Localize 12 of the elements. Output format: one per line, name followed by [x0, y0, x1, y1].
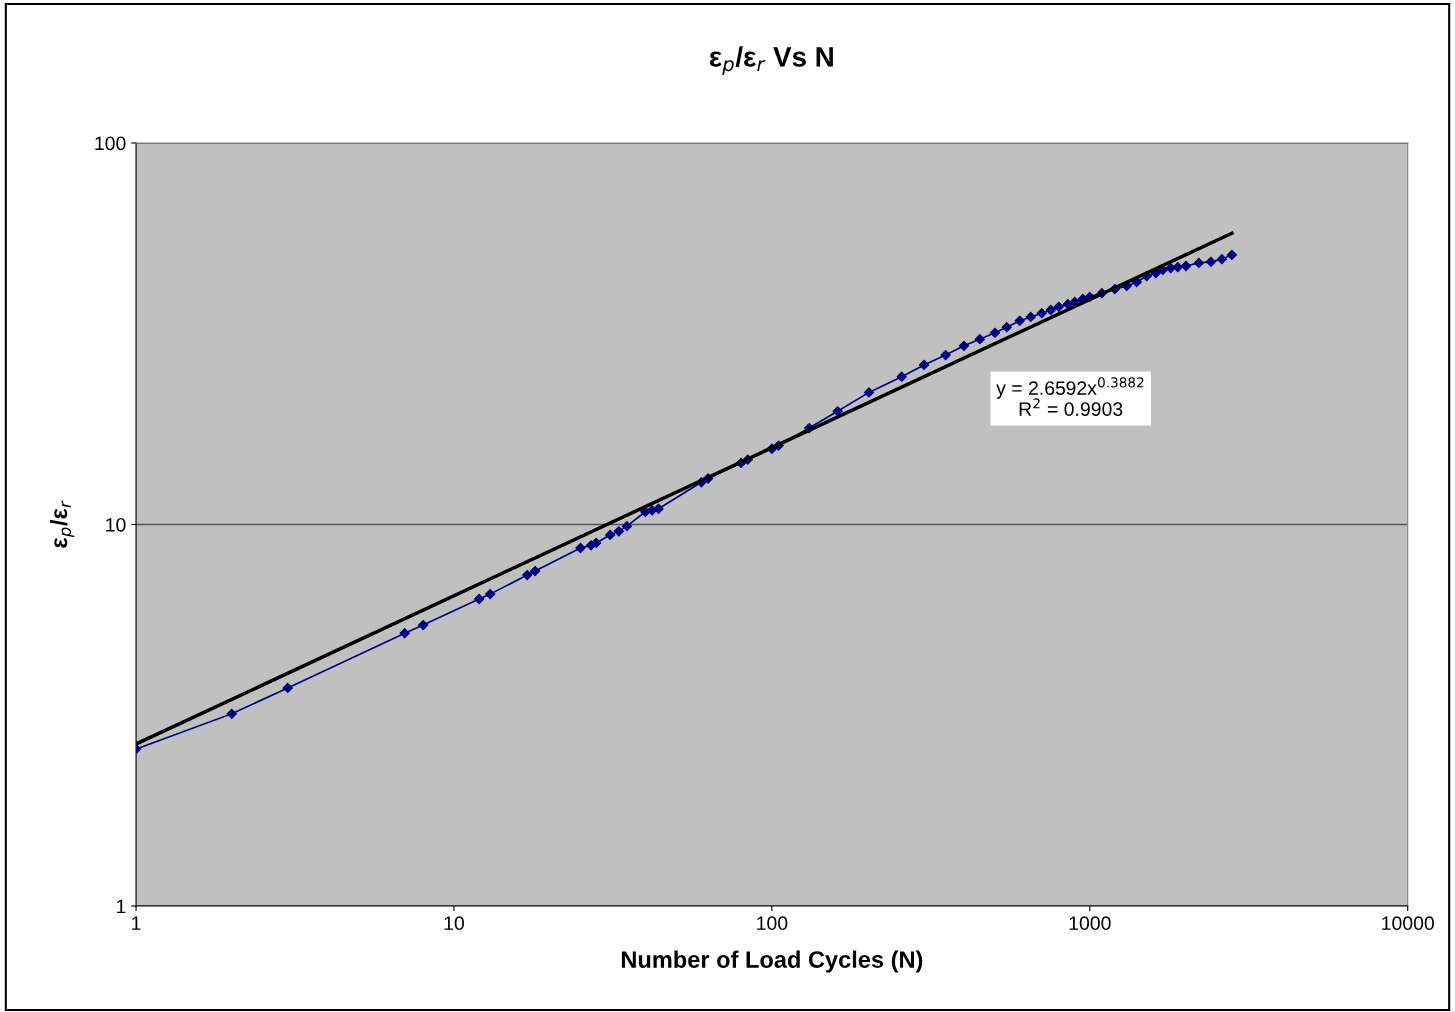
y-tick-label: 100 — [95, 136, 126, 151]
chart-title: ε$_{p}$/ε$_{r}$ Vs N — [709, 46, 833, 76]
y-tick-label: 10 — [106, 517, 126, 532]
x-tick-label: 10 — [444, 916, 465, 931]
y-axis-title: ε$_{p}$/ε$_{r}$ — [49, 500, 75, 548]
x-tick-label: 100 — [757, 916, 788, 931]
x-tick-label: 1000 — [1069, 916, 1111, 931]
text: y = 2.6592x$^{0.3882}$ R$^{2}$ = 0.9903 — [996, 377, 1144, 416]
y-tick-label: 1 — [116, 899, 126, 914]
x-axis-title: Number of Load Cycles (N) — [621, 950, 923, 973]
x-tick-label: 1 — [132, 916, 141, 930]
x-tick-label: 10000 — [1382, 916, 1434, 931]
